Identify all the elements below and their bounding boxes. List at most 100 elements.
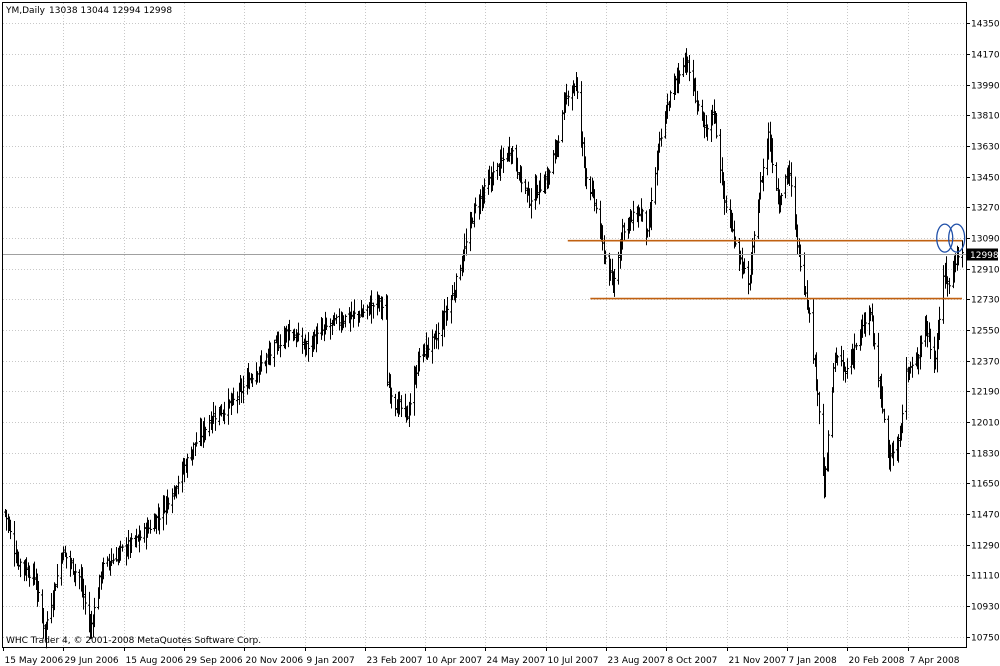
- price-bar: [465, 228, 468, 256]
- price-bar: [604, 250, 607, 265]
- price-bar: [528, 188, 531, 209]
- price-bar: [288, 319, 291, 341]
- price-bar: [269, 342, 272, 366]
- price-bar: [881, 386, 884, 414]
- price-bar: [366, 304, 369, 320]
- price-bar: [471, 217, 474, 224]
- price-bar: [682, 57, 685, 78]
- y-tick-label: 11650: [971, 480, 1000, 490]
- price-bar: [669, 90, 672, 108]
- price-bar: [313, 329, 316, 350]
- price-bar: [316, 323, 319, 345]
- price-bar: [435, 324, 438, 349]
- price-bar: [688, 55, 691, 82]
- marked-points: [936, 223, 966, 253]
- price-bar: [333, 312, 336, 326]
- price-bar: [149, 519, 152, 534]
- price-bar: [576, 77, 579, 100]
- price-bar: [370, 290, 373, 324]
- y-tick-label: 13630: [971, 143, 1000, 153]
- ohlc-readout: 13038 13044 12994 12998: [49, 6, 172, 16]
- price-bar: [883, 408, 886, 423]
- price-badge: 12998: [967, 248, 999, 261]
- price-bar: [869, 307, 872, 322]
- x-tick-label: 24 May 2007: [487, 656, 546, 666]
- price-bar: [666, 93, 669, 119]
- price-bar: [957, 246, 960, 266]
- price-bar: [50, 592, 53, 624]
- y-tick-label: 14350: [971, 20, 1000, 30]
- price-bar: [632, 200, 635, 231]
- price-bar: [112, 553, 115, 565]
- price-bar: [293, 328, 296, 341]
- price-bar: [650, 187, 653, 231]
- price-bar: [901, 404, 904, 434]
- price-bar: [617, 251, 620, 285]
- price-bar: [889, 444, 892, 472]
- price-bar: [725, 195, 728, 213]
- price-bar: [25, 557, 28, 582]
- price-bar: [212, 401, 215, 424]
- price-bar: [697, 100, 700, 112]
- price-bar: [567, 90, 570, 107]
- price-bar: [641, 208, 644, 222]
- price-bar: [483, 178, 486, 204]
- price-bar: [920, 335, 923, 358]
- price-bar: [544, 171, 547, 194]
- price-bar: [427, 337, 430, 358]
- price-bar: [406, 405, 409, 421]
- x-tick-label: 15 Aug 2006: [126, 656, 184, 666]
- price-bar: [33, 561, 36, 585]
- price-bar: [437, 322, 440, 350]
- y-tick-label: 12370: [971, 358, 1000, 368]
- x-tick-label: 29 Sep 2006: [186, 656, 243, 666]
- price-bar: [98, 574, 101, 599]
- price-bar: [260, 350, 263, 372]
- price-bar: [929, 328, 932, 360]
- price-bar: [790, 162, 793, 197]
- price-bar: [177, 475, 180, 495]
- x-tick-label: 7 Jan 2008: [789, 656, 837, 666]
- price-bar: [344, 314, 347, 328]
- x-tick-label: 7 Apr 2008: [910, 656, 960, 666]
- price-bar: [674, 75, 677, 96]
- price-bar: [130, 533, 133, 553]
- price-bar: [265, 352, 268, 374]
- x-tick-label: 21 Nov 2007: [729, 656, 787, 666]
- price-bar: [240, 378, 243, 404]
- price-bar: [285, 325, 288, 343]
- price-bar: [82, 578, 85, 610]
- y-tick-label: 12550: [971, 327, 1000, 337]
- price-bar: [557, 135, 560, 158]
- price-bar: [909, 361, 912, 374]
- price-bar: [500, 145, 503, 169]
- price-bar: [186, 453, 189, 478]
- price-bar: [873, 333, 876, 350]
- price-bar: [796, 224, 799, 255]
- y-tick-label: 11290: [971, 542, 1000, 552]
- price-bar: [390, 387, 393, 409]
- price-bar: [305, 340, 308, 356]
- x-axis: 15 May 2006 29 Jun 2006 15 Aug 2006 29 Sep …: [3, 647, 960, 666]
- price-bar: [832, 363, 835, 393]
- price-bar: [824, 466, 827, 498]
- price-bar: [855, 342, 858, 351]
- x-tick-label: 10 Apr 2007: [427, 656, 483, 666]
- price-bar: [753, 231, 756, 254]
- price-bar: [42, 608, 45, 639]
- price-badge-label: 12998: [970, 251, 999, 261]
- price-bar: [630, 210, 633, 223]
- price-bar: [840, 345, 843, 367]
- price-bar: [70, 557, 73, 570]
- price-bar: [362, 304, 365, 318]
- price-bar: [808, 307, 811, 323]
- price-bar: [455, 273, 458, 298]
- price-bar: [56, 564, 59, 589]
- price-bar: [762, 158, 765, 192]
- price-bar: [516, 157, 519, 179]
- price-bar: [115, 547, 118, 562]
- price-bar: [723, 180, 726, 215]
- price-bar: [853, 333, 856, 370]
